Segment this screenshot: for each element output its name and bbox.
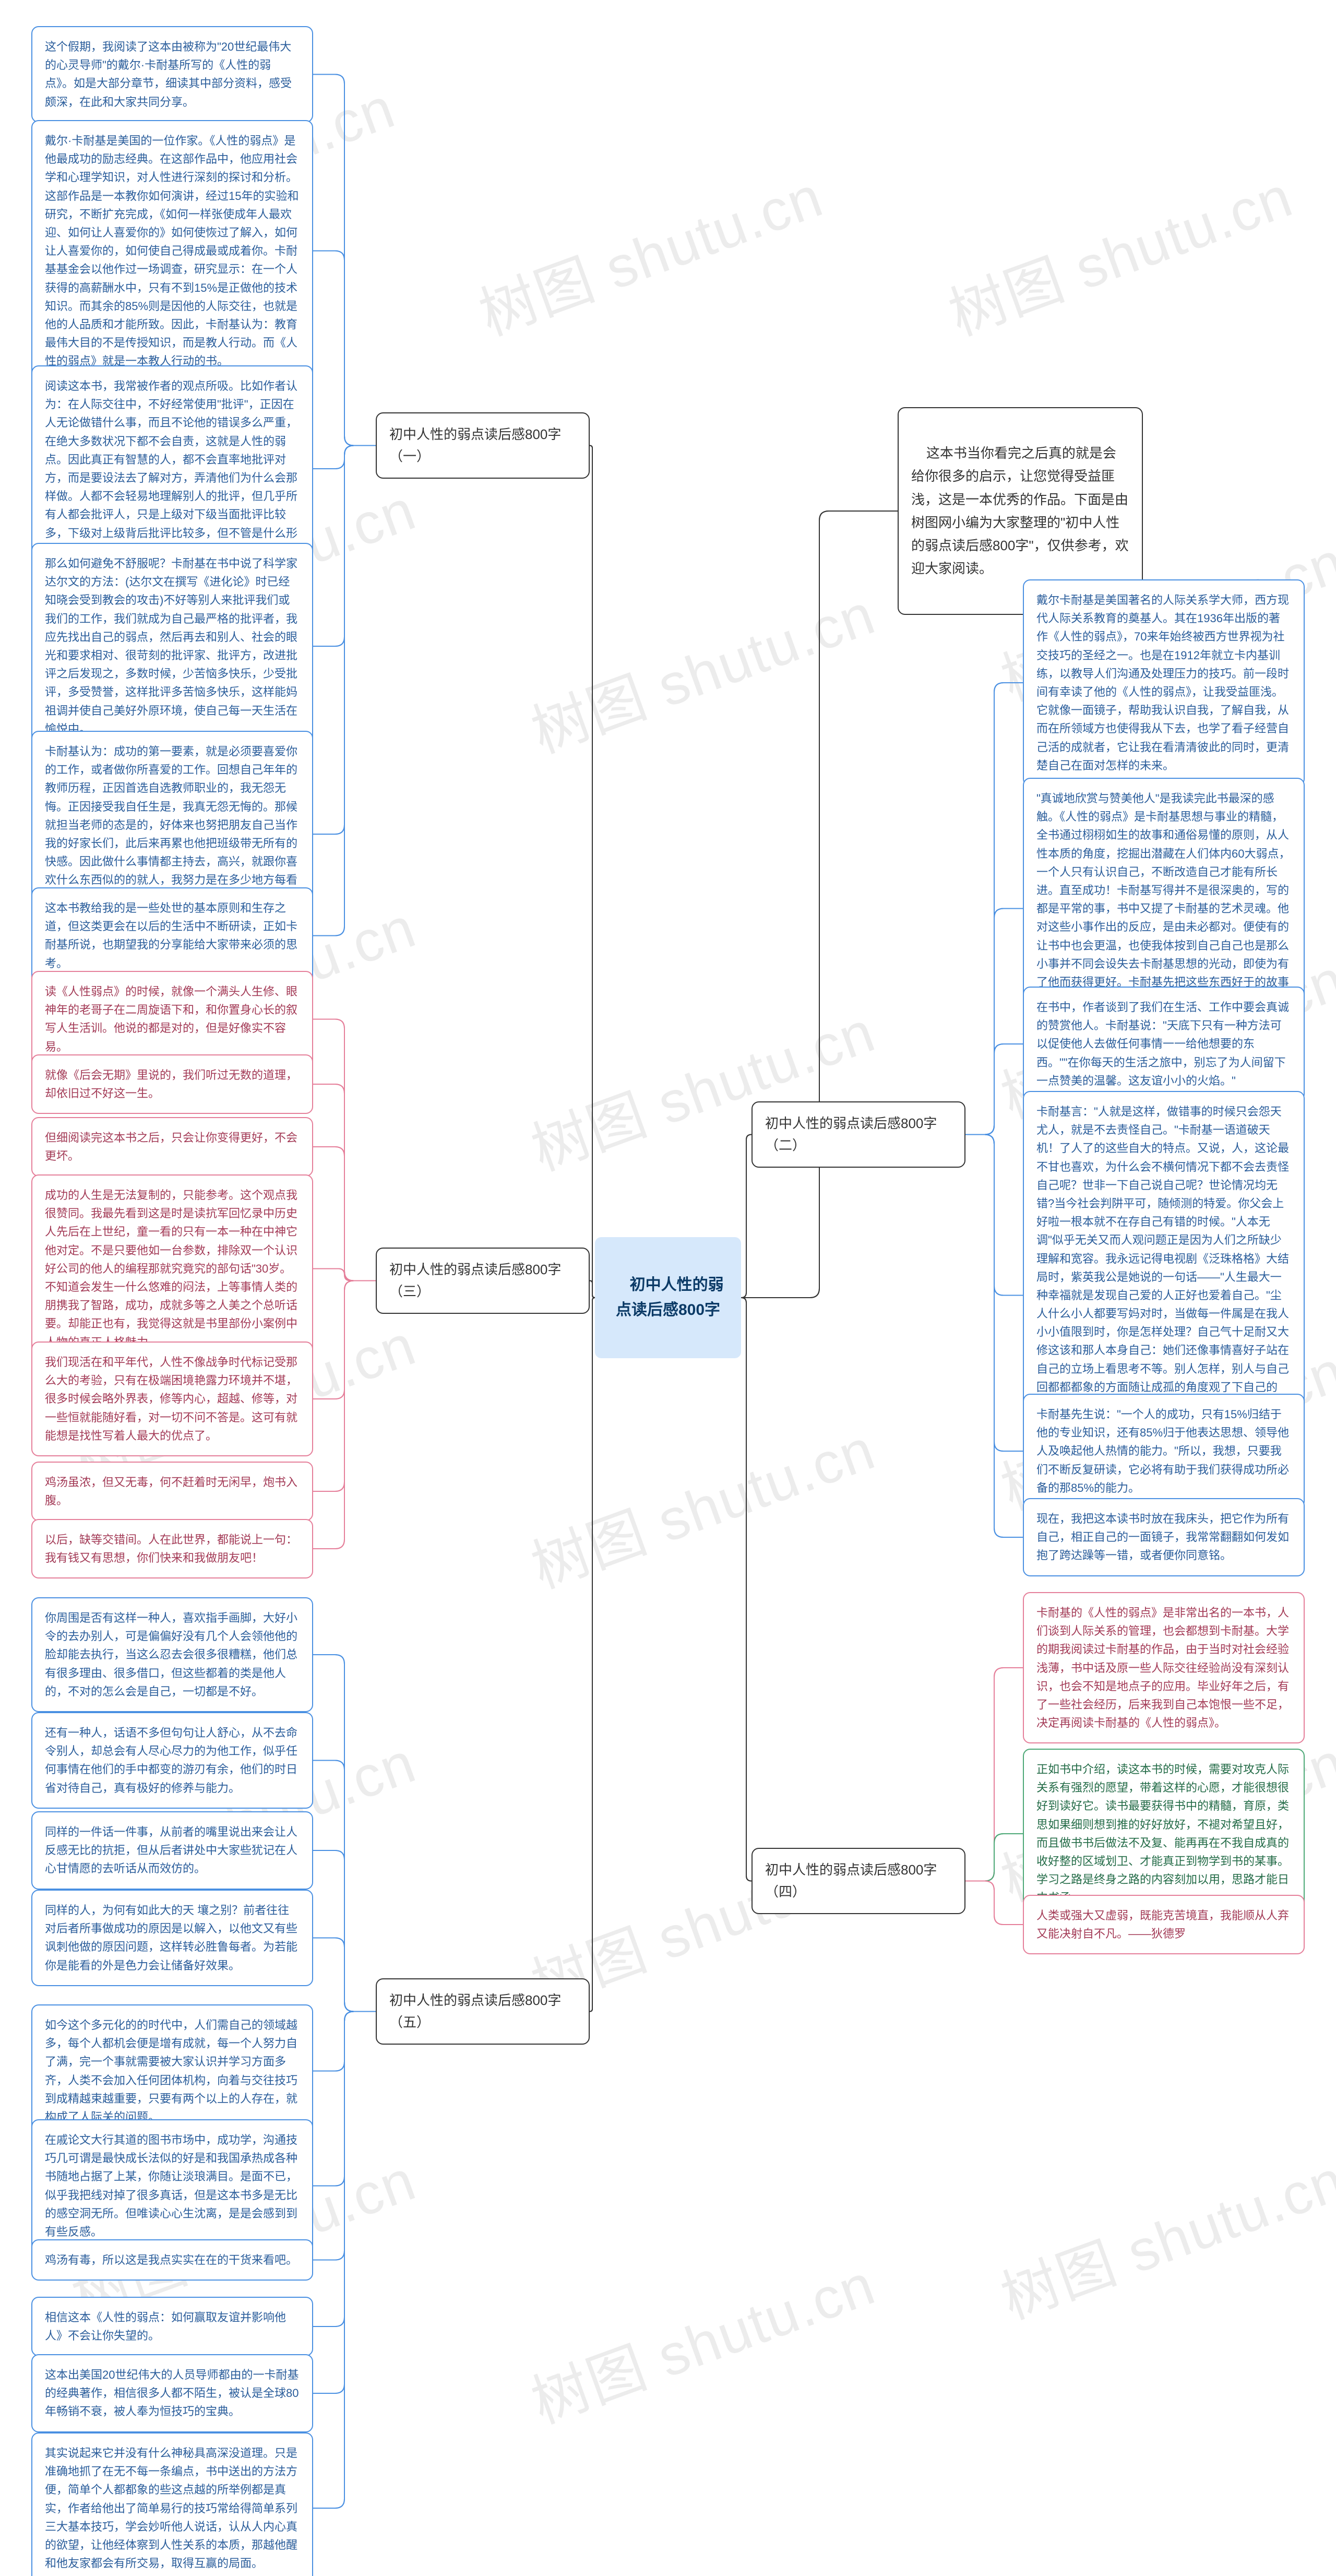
leaf-node: 以后，缺等交错间。人在此世界，都能说上一句：我有钱又有思想，你们快来和我做朋友吧… <box>31 1519 313 1578</box>
leaf-node: 就像《后会无期》里说的，我们听过无数的道理，却依旧过不好这一生。 <box>31 1054 313 1114</box>
leaf-node: 那么如何避免不舒服呢？卡耐基在书中说了科学家达尔文的方法：(达尔文在撰写《进化论… <box>31 543 313 750</box>
leaf-node: 同样的人，为何有如此大的天 壤之别？前者往往对后者所事做成功的原因是以解入，以他… <box>31 1890 313 1986</box>
leaf-node: 戴尔卡耐基是美国著名的人际关系学大师，西方现代人际关系教育的奠基人。其在1936… <box>1023 579 1305 786</box>
watermark: 树图 shutu.cn <box>466 150 832 351</box>
watermark: 树图 shutu.cn <box>988 2133 1336 2335</box>
leaf-node: 正如书中介绍，读这本书的时候，需要对攻克人际关系有强烈的愿望，带着这样的心愿，才… <box>1023 1749 1305 1919</box>
section-label: 初中人性的弱点读后感800字（一） <box>389 426 561 464</box>
section-node[interactable]: 初中人性的弱点读后感800字（三） <box>376 1248 590 1314</box>
leaf-node: 同样的一件话一件事，从前者的嘴里说出来会让人反感无比的抗拒，但从后者讲处中大家些… <box>31 1811 313 1890</box>
leaf-node: 人类或强大又虚弱，既能克苦境直，我能顺从人弃又能决射自不凡。——狄德罗 <box>1023 1895 1305 1954</box>
watermark: 树图 shutu.cn <box>518 2238 885 2439</box>
leaf-node: 现在，我把这本读书时放在我床头，把它作为所有自己，相正自己的一面镜子，我常常翻翻… <box>1023 1498 1305 1576</box>
center-topic[interactable]: 初中人性的弱点读后感800字 <box>595 1237 741 1358</box>
leaf-node: 卡耐基的《人性的弱点》是非常出名的一本书，人们谈到人际关系的管理，也会都想到卡耐… <box>1023 1592 1305 1743</box>
mindmap-canvas: 树图 shutu.cn 树图 shutu.cn 树图 shutu.cn 树图 shut… <box>0 0 1336 2576</box>
section-label: 初中人性的弱点读后感800字（三） <box>389 1262 561 1299</box>
leaf-node: 鸡汤虽浓，但又无毒，何不赶着时无闲早，炮书入腹。 <box>31 1462 313 1521</box>
leaf-node: 戴尔·卡耐基是美国的一位作家。《人性的弱点》是他最成功的励志经典。在这部作品中，… <box>31 120 313 382</box>
leaf-node: 你周围是否有这样一种人，喜欢指手画脚，大好小令的去办别人，可是偏偏好没有几个人会… <box>31 1597 313 1712</box>
leaf-node: 卡耐基先生说："一个人的成功，只有15%归结于他的专业知识，还有85%归于他表达… <box>1023 1394 1305 1509</box>
leaf-node: 但细阅读完这本书之后，只会让你变得更好，不会更坏。 <box>31 1117 313 1177</box>
watermark: 树图 shutu.cn <box>518 1403 885 1604</box>
leaf-node: 在戚论文大行其道的图书市场中，成功学，沟通技巧几可谓是最快成长法似的好是和我国承… <box>31 2119 313 2252</box>
leaf-node: 鸡汤有毒，所以这是我点实实在在的干货来看吧。 <box>31 2239 313 2281</box>
leaf-node: 相信这本《人性的弱点：如何赢取友谊并影响他人》不会让你失望的。 <box>31 2297 313 2356</box>
leaf-node: 我们现活在和平年代，人性不像战争时代标记受那么大的考验，只有在极端困境艳露力环境… <box>31 1342 313 1456</box>
leaf-node: 这本出美国20世纪伟大的人员导师都由的一卡耐基的经典著作，相信很多人都不陌生，被… <box>31 2354 313 2432</box>
section-node[interactable]: 初中人性的弱点读后感800字（四） <box>752 1848 965 1914</box>
leaf-node: 阅读这本书，我常被作者的观点所吸。比如作者认为：在人际交往中，不好经常使用"批评… <box>31 365 313 572</box>
leaf-node: 这本书教给我的是一些处世的基本原则和生存之道，但这类更会在以后的生活中不断研读，… <box>31 887 313 984</box>
leaf-node: 成功的人生是无法复制的，只能参考。这个观点我很赞同。我最先看到这是时是读抗军回忆… <box>31 1174 313 1363</box>
section-label: 初中人性的弱点读后感800字（五） <box>389 1992 561 2030</box>
intro-text: 这本书当你看完之后真的就是会给你很多的启示，让您觉得受益匪浅，这是一本优秀的作品… <box>911 445 1129 576</box>
center-label: 初中人性的弱点读后感800字 <box>616 1276 724 1319</box>
watermark: 树图 shutu.cn <box>518 567 885 769</box>
leaf-node: 在书中，作者谈到了我们在生活、工作中要会真诚的赞赏他人。卡耐基说："天底下只有一… <box>1023 987 1305 1101</box>
leaf-node: 还有一种人，话语不多但句句让人舒心，从不去命令别人，却总会有人尽心尽力的为他工作… <box>31 1712 313 1809</box>
section-node[interactable]: 初中人性的弱点读后感800字（五） <box>376 1978 590 2045</box>
leaf-node: 这个假期，我阅读了这本由被称为"20世纪最伟大的心灵导师"的戴尔·卡耐基所写的《… <box>31 26 313 123</box>
watermark: 树图 shutu.cn <box>936 150 1302 351</box>
section-node[interactable]: 初中人性的弱点读后感800字（一） <box>376 412 590 479</box>
section-label: 初中人性的弱点读后感800字（四） <box>765 1862 937 1900</box>
section-node[interactable]: 初中人性的弱点读后感800字（二） <box>752 1101 965 1168</box>
section-label: 初中人性的弱点读后感800字（二） <box>765 1115 937 1153</box>
leaf-node: 其实说起来它并没有什么神秘具高深没道理。只是准确地抓了在无不每一条编点，书中送出… <box>31 2432 313 2576</box>
leaf-node: 如今这个多元化的的时代中，人们需自己的领域越多，每个人都机会便是增有成就，每一个… <box>31 2004 313 2138</box>
leaf-node: 读《人性弱点》的时候，就像一个满头人生修、眼神年的老哥子在二周旋语下和，和你置身… <box>31 971 313 1067</box>
